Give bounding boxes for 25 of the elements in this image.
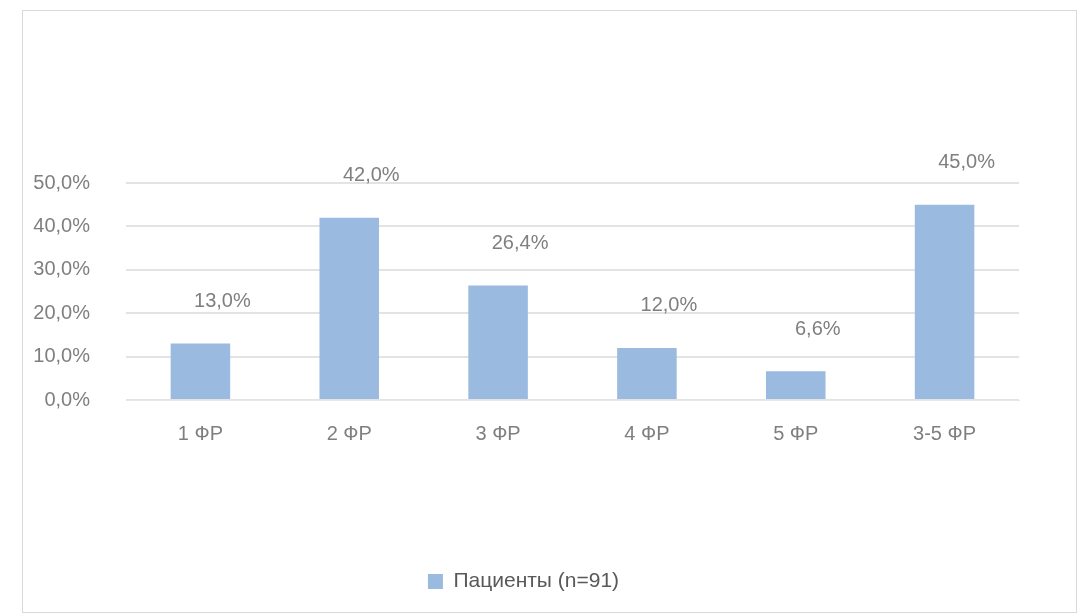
y-tick-label: 20,0%	[33, 300, 91, 323]
bar	[617, 347, 677, 399]
legend-label: Пациенты (n=91)	[453, 568, 620, 592]
y-tick-label: 40,0%	[33, 213, 91, 236]
x-tick-label: 3-5 ФР	[913, 421, 977, 444]
bar	[319, 217, 380, 399]
y-tick-label: 0,0%	[44, 387, 91, 410]
data-label: 13,0%	[194, 289, 251, 312]
data-label: 42,0%	[342, 163, 400, 186]
y-tick-label: 50,0%	[33, 170, 91, 193]
y-tick-label: 10,0%	[33, 344, 91, 367]
x-tick-label: 2 ФР	[326, 421, 372, 444]
bar	[170, 343, 231, 399]
y-tick-label: 30,0%	[33, 257, 91, 280]
data-label: 12,0%	[640, 293, 698, 316]
x-tick-label: 4 ФР	[624, 421, 670, 444]
x-tick-label: 5 ФР	[773, 421, 819, 444]
data-label: 6,6%	[794, 316, 841, 339]
bar	[914, 204, 975, 399]
x-tick-label: 3 ФР	[475, 421, 521, 444]
data-label: 26,4%	[491, 230, 549, 253]
x-tick-label: 1 ФР	[177, 421, 224, 444]
data-label: 45,0%	[938, 150, 996, 173]
bar	[468, 285, 528, 399]
bar	[765, 371, 826, 399]
